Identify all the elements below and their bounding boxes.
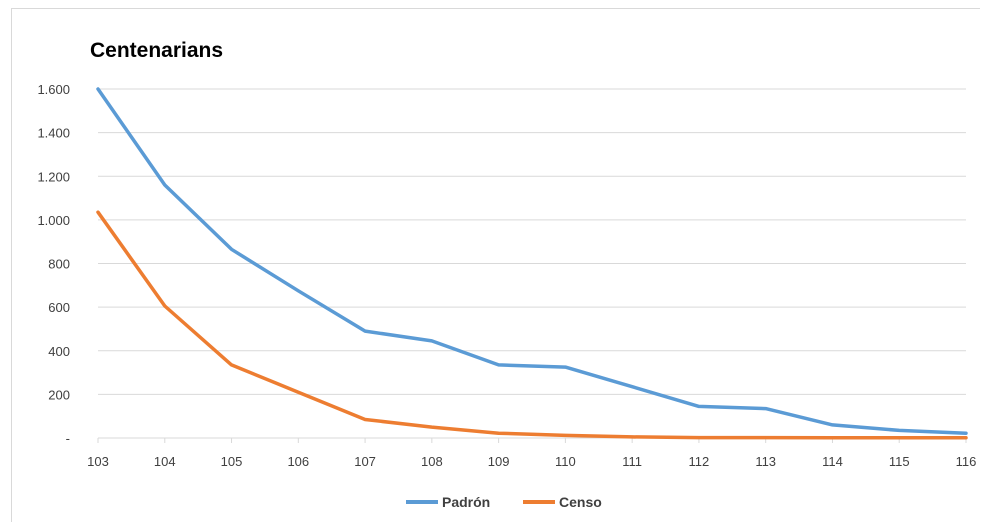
y-tick-label: 400 — [48, 344, 70, 359]
y-tick-label: 1.400 — [37, 126, 70, 141]
y-tick-label: - — [66, 431, 70, 446]
y-tick-label: 600 — [48, 300, 70, 315]
legend: Padrón Censo — [406, 494, 602, 510]
series-line-censo — [96, 210, 968, 440]
x-tick-label: 105 — [221, 454, 243, 469]
x-tick-label: 110 — [555, 454, 576, 469]
legend-label: Padrón — [442, 494, 490, 510]
x-tick-label: 103 — [87, 454, 109, 469]
y-tick-label: 1.000 — [37, 213, 70, 228]
series-line-padron — [96, 87, 968, 435]
x-tick-label: 108 — [421, 454, 443, 469]
chart-title: Centenarians — [90, 39, 223, 62]
gridlines — [98, 88, 966, 395]
y-tick-label: 1.600 — [37, 82, 70, 97]
y-tick-label: 800 — [48, 257, 70, 272]
axes: - 200 400 600 800 1.000 1.200 1.400 1.600 103 104 1… — [37, 82, 976, 469]
x-tick-label: 111 — [622, 454, 642, 469]
series-lines — [96, 87, 968, 440]
y-tick-label: 1.200 — [37, 169, 70, 184]
x-tick-label: 112 — [689, 454, 710, 469]
x-tick-label: 104 — [154, 454, 176, 469]
x-tick-label: 114 — [822, 454, 843, 469]
y-tick-label: 200 — [48, 387, 70, 402]
x-tick-label: 106 — [287, 454, 309, 469]
x-tick-label: 116 — [956, 454, 977, 469]
x-tick-label: 107 — [354, 454, 376, 469]
x-tick-label: 113 — [755, 454, 776, 469]
x-tick-label: 115 — [889, 454, 910, 469]
x-tick-label: 109 — [488, 454, 510, 469]
legend-label: Censo — [559, 494, 602, 510]
